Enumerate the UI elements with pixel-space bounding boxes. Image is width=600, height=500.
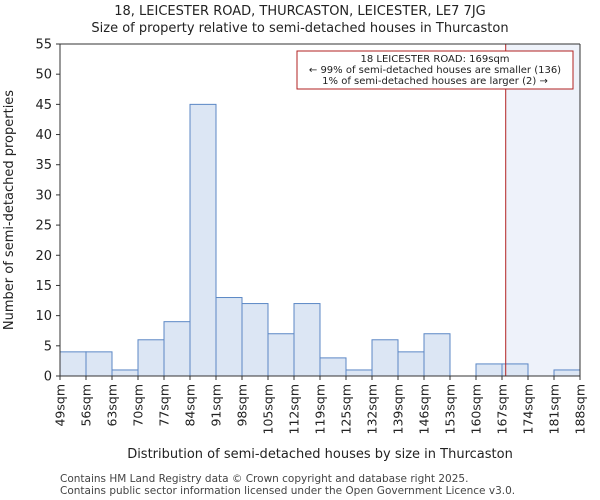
x-tick-label-91sqm: 91sqm — [209, 384, 224, 427]
x-tick-label-70sqm: 70sqm — [131, 384, 146, 427]
x-tick-label-153sqm: 153sqm — [443, 384, 458, 434]
y-tick-label-15: 15 — [35, 279, 52, 294]
x-tick-label-84sqm: 84sqm — [183, 384, 198, 427]
x-tick-label-174sqm: 174sqm — [521, 384, 536, 434]
x-tick-label-77sqm: 77sqm — [157, 384, 172, 427]
histogram-bar-132sqm — [371, 339, 399, 377]
histogram-bar-70sqm — [137, 339, 165, 377]
x-tick-label-98sqm: 98sqm — [235, 384, 250, 427]
x-tick-label-188sqm: 188sqm — [573, 384, 588, 434]
x-tick-label-181sqm: 181sqm — [547, 384, 562, 434]
larger-region-highlight — [505, 44, 580, 376]
annotation-larger-text: 1% of semi-detached houses are larger (2… — [322, 76, 548, 87]
y-tick-label-45: 45 — [35, 98, 52, 113]
histogram-bar-125sqm — [345, 369, 373, 377]
x-tick-label-139sqm: 139sqm — [391, 384, 406, 434]
footer-copyright: Contains HM Land Registry data © Crown c… — [60, 473, 469, 485]
histogram-bar-77sqm — [163, 321, 191, 377]
x-tick-label-63sqm: 63sqm — [105, 384, 120, 427]
y-tick-label-50: 50 — [35, 68, 52, 83]
x-tick-label-160sqm: 160sqm — [469, 384, 484, 434]
histogram-bar-119sqm — [319, 357, 347, 377]
histogram-bar-105sqm — [267, 333, 295, 377]
y-axis-label: Number of semi-detached properties — [2, 90, 17, 330]
histogram-bar-139sqm — [397, 351, 425, 377]
x-tick-label-167sqm: 167sqm — [495, 384, 510, 434]
x-tick-label-105sqm: 105sqm — [261, 384, 276, 434]
y-tick-label-40: 40 — [35, 128, 52, 143]
y-tick-label-20: 20 — [35, 249, 52, 264]
histogram-bar-63sqm — [111, 369, 139, 377]
x-tick-label-112sqm: 112sqm — [287, 384, 302, 434]
y-tick-label-10: 10 — [35, 309, 52, 324]
x-tick-label-119sqm: 119sqm — [313, 384, 328, 434]
x-tick-label-125sqm: 125sqm — [339, 384, 354, 434]
histogram-bar-112sqm — [293, 303, 321, 377]
y-tick-label-0: 0 — [44, 370, 52, 385]
histogram-bar-49sqm — [59, 351, 87, 377]
chart-title-line-1: 18, LEICESTER ROAD, THURCASTON, LEICESTE… — [114, 4, 486, 19]
y-tick-label-5: 5 — [44, 339, 52, 354]
annotation-smaller-text: ← 99% of semi-detached houses are smalle… — [309, 65, 561, 76]
x-tick-label-56sqm: 56sqm — [79, 384, 94, 427]
histogram-bar-98sqm — [241, 303, 269, 377]
annotation-box — [296, 50, 574, 90]
x-tick-label-49sqm: 49sqm — [53, 384, 68, 427]
footer-licence: Contains public sector information licen… — [60, 485, 516, 497]
y-tick-label-55: 55 — [35, 38, 52, 53]
histogram-bar-146sqm — [423, 333, 451, 377]
histogram-bar-84sqm — [189, 103, 217, 377]
histogram-bar-181sqm — [553, 369, 581, 377]
chart-title-line-2: Size of property relative to semi-detach… — [91, 21, 509, 36]
histogram-bar-160sqm — [475, 363, 503, 377]
x-tick-label-132sqm: 132sqm — [365, 384, 380, 434]
annotation-title: 18 LEICESTER ROAD: 169sqm — [360, 54, 509, 65]
y-tick-label-25: 25 — [35, 219, 52, 234]
x-tick-label-146sqm: 146sqm — [417, 384, 432, 434]
histogram-bar-56sqm — [85, 351, 113, 377]
y-tick-label-35: 35 — [35, 158, 52, 173]
histogram-bar-91sqm — [215, 297, 243, 377]
y-tick-label-30: 30 — [35, 188, 52, 203]
histogram-chart: 0 5 10 15 20 25 30 35 40 45 50 55 49sqm 56sqm 63sqm 70s… — [2, 38, 588, 463]
x-axis-label: Distribution of semi-detached houses by … — [127, 447, 513, 462]
